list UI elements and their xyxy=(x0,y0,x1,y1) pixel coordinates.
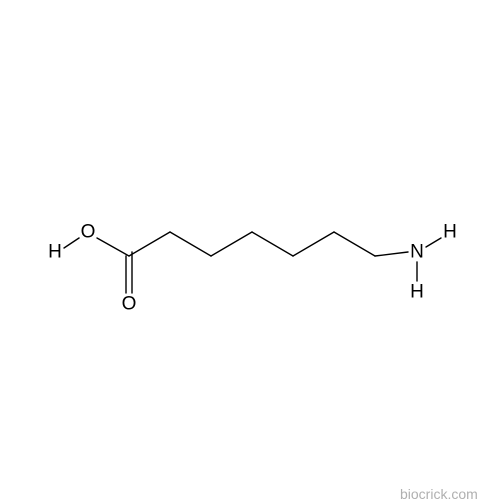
bond-C5-C6 xyxy=(293,232,334,256)
bond-layer xyxy=(0,0,500,500)
atom-O-carbonyl: O xyxy=(122,295,137,314)
bond-C1-C2 xyxy=(129,232,170,256)
bond-N-H1 xyxy=(426,238,441,247)
molecule-canvas: O H O N H H biocrick.com xyxy=(0,0,500,500)
watermark: biocrick.com xyxy=(400,486,478,500)
atom-H-amine-1: H xyxy=(443,223,457,242)
bond-C4-C5 xyxy=(252,232,293,256)
bond-O-C1 xyxy=(97,238,129,256)
atom-H-hydroxyl: H xyxy=(48,243,62,262)
bond-C3-C4 xyxy=(211,232,252,256)
bond-C7-N xyxy=(375,252,408,256)
bond-H-O xyxy=(64,238,79,248)
atom-H-amine-2: H xyxy=(410,283,424,302)
atom-N-amine: N xyxy=(410,243,424,262)
bond-C6-C7 xyxy=(334,232,375,256)
bond-C2-C3 xyxy=(170,232,211,256)
atom-O-hydroxyl: O xyxy=(81,223,96,242)
